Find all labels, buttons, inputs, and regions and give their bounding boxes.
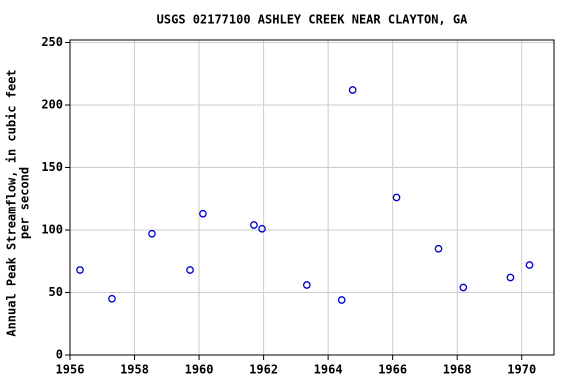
y-axis-label: per second <box>18 167 32 239</box>
x-tick-label: 1964 <box>314 363 343 377</box>
data-point <box>459 283 468 292</box>
data-point <box>199 209 207 218</box>
data-point <box>392 193 401 202</box>
x-tick-label: 1956 <box>56 363 85 377</box>
y-tick-label: 150 <box>41 160 63 174</box>
data-point <box>348 86 357 94</box>
data-point <box>302 281 311 289</box>
x-tick-label: 1966 <box>378 363 407 377</box>
y-tick-label: 100 <box>41 223 63 237</box>
data-point <box>434 244 443 253</box>
chart-title: USGS 02177100 ASHLEY CREEK NEAR CLAYTON,… <box>157 13 468 27</box>
data-point <box>148 229 156 238</box>
x-tick-label: 1958 <box>120 363 149 377</box>
data-point <box>525 261 534 269</box>
data-point <box>250 221 258 229</box>
y-axis-label: Annual Peak Streamflow, in cubic feet <box>5 69 19 336</box>
y-tick-label: 250 <box>41 35 63 49</box>
data-point <box>258 224 266 233</box>
data-point <box>76 266 84 274</box>
x-tick-label: 1960 <box>185 363 214 377</box>
y-tick-label: 200 <box>41 98 63 112</box>
data-point <box>337 296 346 304</box>
x-tick-label: 1962 <box>249 363 278 377</box>
x-tick-label: 1970 <box>507 363 536 377</box>
data-point <box>108 294 116 303</box>
data-point <box>186 266 194 274</box>
y-tick-label: 0 <box>56 348 63 362</box>
x-tick-label: 1968 <box>443 363 472 377</box>
data-point <box>506 273 515 282</box>
y-tick-label: 50 <box>49 285 63 299</box>
plot-frame <box>69 39 555 356</box>
